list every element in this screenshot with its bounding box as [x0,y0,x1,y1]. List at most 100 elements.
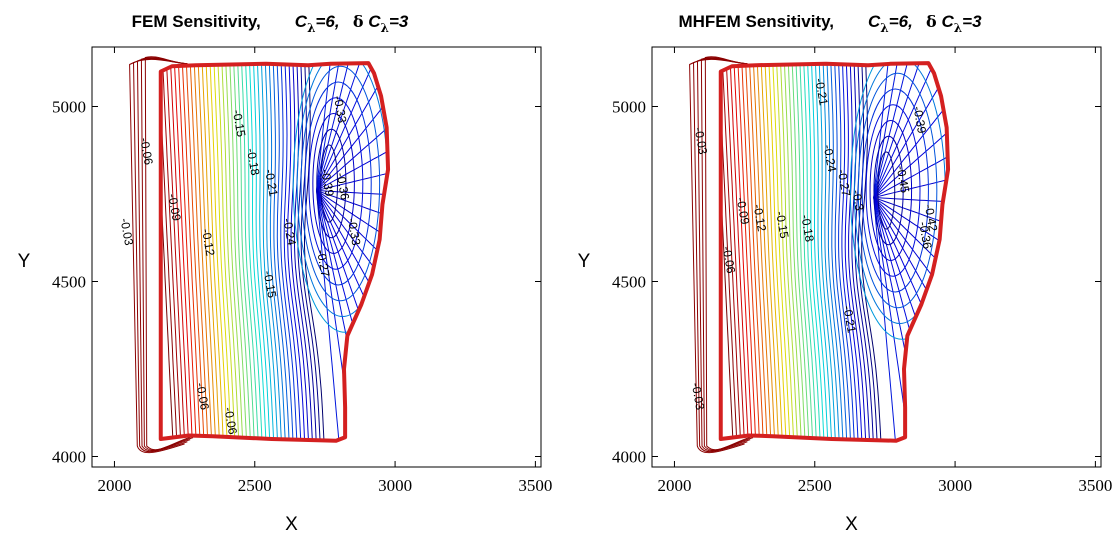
contour-line [873,68,949,198]
contour-line [744,63,765,441]
contour-label: -0.03 [692,126,711,156]
contour-label: -0.18 [244,147,263,177]
contour-line [830,63,848,441]
title-c-subscript: λ [307,21,315,35]
title-c-symbol: C [295,12,308,31]
contour-line [165,63,186,441]
contour-line [244,63,264,441]
contour-loop [292,63,389,333]
y-tick-label: 4000 [612,448,646,467]
contour-line [160,63,175,441]
contour-label: -0.12 [751,203,770,233]
contour-line [841,63,860,441]
contour-line [795,63,814,441]
outer-contours [689,56,756,454]
title-dc-subscript: λ [954,21,962,35]
y-axis-label: Y [578,251,591,272]
contour-line [161,63,183,441]
contour-line [779,63,799,441]
contour-label: -0.39 [910,105,929,135]
contour-line [720,63,735,441]
contour-line [316,63,374,191]
contour-loop [316,128,347,239]
contour-line [729,63,750,441]
contour-line [293,63,314,441]
title-delta-symbol: δ [926,12,937,31]
x-tick-label: 3500 [1078,476,1112,495]
contour-line [300,63,322,441]
x-tick-label: 3000 [378,476,412,495]
contour-loop [861,88,929,293]
contour-line [248,63,268,441]
title-dc-symbol: C [941,12,954,31]
contour-line [802,63,822,441]
contour-line [205,63,225,441]
contour-line [787,63,807,441]
contour-line [185,63,206,441]
y-tick-label: 4500 [612,273,646,292]
contour-line [857,63,879,441]
contour-label: -0.06 [193,382,212,412]
contour-line [737,63,758,441]
contour-label: -0.03 [118,217,137,247]
contour-line [252,63,272,441]
contour-line [873,63,945,198]
contour-loop [320,144,339,223]
contour-line [833,63,852,441]
contour-line [316,190,389,339]
title-prefix: MHFEM Sensitivity, [678,12,834,31]
contour-label: -0.15 [261,270,280,300]
contour-label: -0.39 [318,168,337,198]
domain-boundary [158,61,391,443]
contour-label: -0.21 [840,305,859,335]
contour-label: -0.36 [916,221,935,251]
contour-line [316,190,389,306]
y-tick-label: 4500 [52,273,86,292]
contour-label: -0.24 [280,217,299,247]
y-tick-label: 4000 [52,448,86,467]
contour-line [290,63,310,441]
contour-loop [849,63,949,340]
contour-line [316,92,389,191]
contour-label: -0.3 [849,189,866,212]
contour-line [873,197,949,346]
x-tick-label: 3000 [938,476,972,495]
contour-line [748,63,769,441]
title-dc-symbol: C [368,12,381,31]
plot-frame [91,46,542,468]
plot-frame [651,46,1102,468]
contour-loop [308,97,364,270]
contour-label: -0.42 [922,203,941,233]
contour-label: -0.06 [137,137,156,167]
contour-line [316,190,344,441]
contour-line [873,168,949,198]
y-tick-label: 5000 [612,98,646,117]
contour-label: -0.33 [331,95,350,125]
contour-line [236,63,256,441]
contour-line [848,63,867,441]
contour-line [783,63,803,441]
contour-line [873,63,931,198]
contour-line [756,63,776,441]
contour-line [814,63,833,441]
contour-loop [300,65,381,302]
contour-line [721,63,742,441]
contour-line [287,63,306,441]
contour-line [225,63,244,441]
contour-loop [312,113,355,254]
contour-label: -0.09 [165,193,184,223]
title-dc-value: =3 [389,12,409,31]
contour-line [873,99,949,198]
contour-label: -0.24 [821,144,840,174]
contour-line [740,63,761,441]
contour-line [826,63,845,441]
contour-line [173,63,194,441]
x-tick-label: 2500 [238,476,272,495]
contour-line [768,63,788,441]
contour-line [264,63,283,441]
contour-line [276,63,295,441]
title-c-subscript: λ [880,21,888,35]
outer-contour-line [129,58,188,454]
